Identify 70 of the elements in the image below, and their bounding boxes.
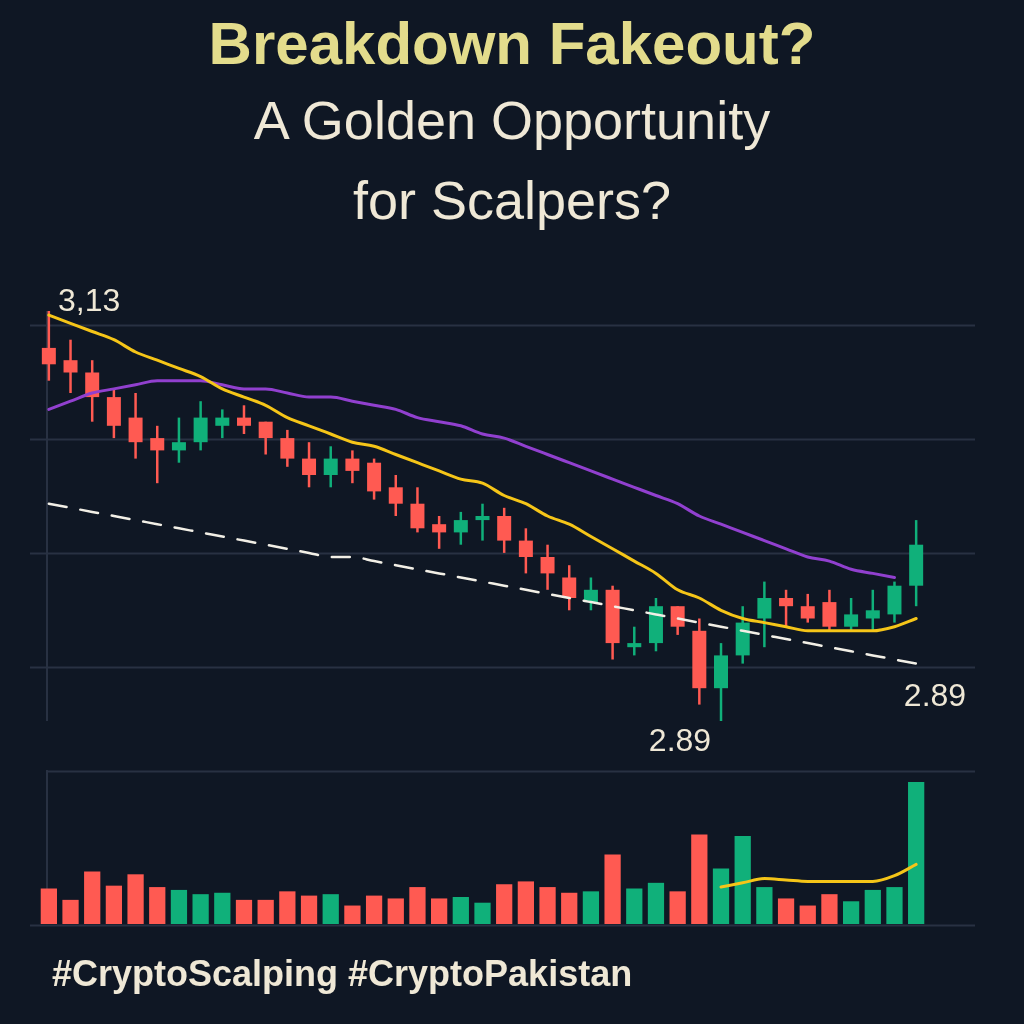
candlestick <box>150 424 165 485</box>
bar <box>344 905 361 924</box>
candlestick <box>540 543 555 592</box>
candlestick <box>345 449 360 485</box>
candlestick <box>41 311 56 382</box>
text: 2.89 <box>647 722 713 758</box>
candlestick <box>475 502 490 542</box>
bar <box>604 854 621 924</box>
annotation: 2.89 <box>902 677 968 713</box>
candlestick <box>453 510 468 546</box>
bar <box>279 891 296 924</box>
bar <box>322 894 339 924</box>
candlestick <box>63 338 78 395</box>
candlestick <box>388 473 403 518</box>
candlestick <box>258 420 273 456</box>
candlestick <box>627 625 642 657</box>
bar <box>561 892 578 924</box>
bar <box>62 899 79 924</box>
bar <box>582 891 600 924</box>
candlestick <box>518 527 533 575</box>
candlestick <box>432 514 447 551</box>
bar <box>539 887 556 924</box>
candlestick <box>670 604 685 637</box>
bar <box>626 888 643 924</box>
chart-subtitle: A Golden Opportunity for Scalpers? <box>252 89 772 232</box>
bar <box>864 889 881 924</box>
candlestick <box>757 580 772 649</box>
bar <box>908 782 925 924</box>
bar <box>149 887 166 924</box>
bar <box>192 894 209 924</box>
bar <box>821 894 838 924</box>
bar <box>214 892 231 924</box>
candlestick <box>236 404 251 436</box>
bar <box>235 899 253 924</box>
annotation: 3,13 <box>58 282 121 318</box>
candlestick <box>323 445 338 489</box>
bar <box>431 898 448 924</box>
bar <box>387 898 404 924</box>
candlestick <box>302 440 317 489</box>
bar <box>777 898 795 924</box>
bar <box>300 895 318 924</box>
bar <box>84 871 101 924</box>
bar <box>647 882 665 924</box>
bar <box>409 887 426 924</box>
bar <box>40 888 57 924</box>
candlestick <box>215 408 230 440</box>
bar <box>517 881 534 924</box>
candlestick <box>280 428 295 469</box>
bar <box>756 887 773 924</box>
bar <box>734 835 751 924</box>
candlestick <box>171 416 186 464</box>
candlestick <box>562 563 577 612</box>
bar <box>105 885 123 924</box>
bar <box>842 901 860 924</box>
candlestick <box>779 588 794 628</box>
bar <box>496 884 513 924</box>
bar <box>799 905 816 924</box>
bar <box>712 868 730 924</box>
bar <box>365 895 383 924</box>
candlestick <box>800 592 815 624</box>
bar <box>669 891 686 924</box>
bar <box>691 834 708 924</box>
bar <box>474 902 491 924</box>
chart-title: Breakdown Fakeout? <box>207 9 817 79</box>
bar <box>127 874 144 924</box>
bar <box>257 899 274 924</box>
text: #CryptoScalping #CryptoPakistan <box>51 953 634 995</box>
bar <box>170 889 188 924</box>
bar <box>452 897 469 924</box>
bar <box>886 887 903 924</box>
